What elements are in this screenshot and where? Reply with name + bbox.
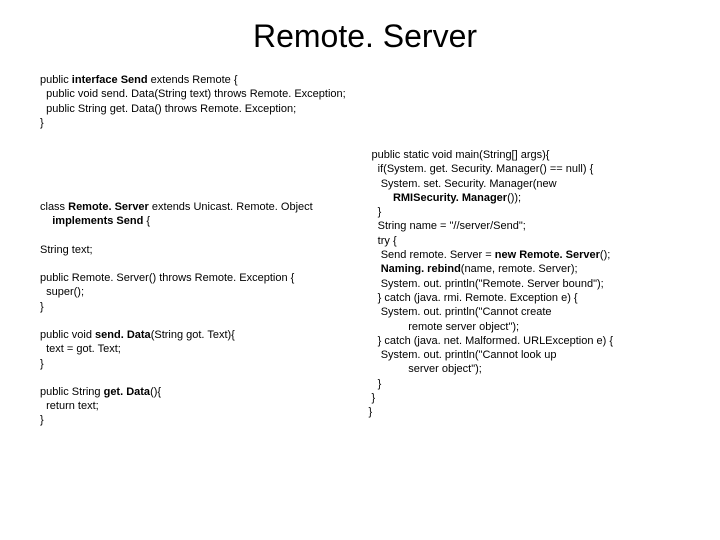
code-text: text = got. Text; [40, 343, 121, 355]
code-text: System. out. println("Cannot look up [369, 349, 557, 361]
slide-title: Remote. Server [40, 18, 690, 55]
code-text: public void [40, 329, 95, 341]
code-text: Remote. Server [68, 201, 149, 213]
code-text: public String get. Data() throws Remote.… [40, 103, 296, 115]
class-decl-block: class Remote. Server extends Unicast. Re… [40, 200, 362, 229]
code-text: extends Remote { [148, 74, 238, 86]
code-text: } catch (java. net. Malformed. URLExcept… [369, 335, 614, 347]
code-text: (){ [150, 386, 161, 398]
code-text: } [369, 392, 376, 404]
code-text: implements Send [52, 215, 143, 227]
code-text: System. out. println("Cannot create [369, 306, 552, 318]
field-block: String text; [40, 243, 362, 257]
code-text: super(); [40, 286, 84, 298]
main-block: public static void main(String[] args){ … [369, 148, 691, 420]
code-text: public Remote. Server() throws Remote. E… [40, 272, 294, 284]
code-text [40, 215, 52, 227]
code-text: } [369, 206, 382, 218]
ctor-block: public Remote. Server() throws Remote. E… [40, 271, 362, 314]
code-text: class [40, 201, 68, 213]
code-text: return text; [40, 400, 99, 412]
code-text: } catch (java. rmi. Remote. Exception e)… [369, 292, 578, 304]
code-text: } [40, 414, 44, 426]
code-text: if(System. get. Security. Manager() == n… [369, 163, 594, 175]
code-text: Naming. rebind [381, 263, 461, 275]
code-text: (String got. Text){ [151, 329, 235, 341]
code-text: Send remote. Server = [369, 249, 495, 261]
code-text: } [40, 358, 44, 370]
interface-block: public interface Send extends Remote { p… [40, 73, 362, 130]
code-text: public [40, 74, 72, 86]
code-text [369, 192, 393, 204]
code-text: } [40, 117, 44, 129]
code-text: RMISecurity. Manager [393, 192, 507, 204]
code-text: get. Data [104, 386, 150, 398]
code-text: } [40, 301, 44, 313]
code-text: send. Data [95, 329, 151, 341]
code-text: try { [369, 235, 397, 247]
code-text: ()); [507, 192, 521, 204]
code-text: { [143, 215, 150, 227]
content: public interface Send extends Remote { p… [40, 73, 690, 428]
code-text: } [369, 378, 382, 390]
code-text: new Remote. Server [495, 249, 600, 261]
senddata-block: public void send. Data(String got. Text)… [40, 328, 362, 371]
code-text: remote server object"); [369, 321, 520, 333]
code-text: } [369, 406, 373, 418]
code-text: (name, remote. Server); [461, 263, 578, 275]
code-text: System. set. Security. Manager(new [369, 178, 557, 190]
code-text: System. out. println("Remote. Server bou… [369, 278, 604, 290]
code-text: (); [600, 249, 610, 261]
code-text: public static void main(String[] args){ [369, 149, 550, 161]
code-text: extends Unicast. Remote. Object [149, 201, 313, 213]
code-text: String text; [40, 244, 93, 256]
code-text: String name = "//server/Send"; [369, 220, 526, 232]
code-text: interface Send [72, 74, 148, 86]
right-column: public static void main(String[] args){ … [367, 73, 691, 428]
left-column: public interface Send extends Remote { p… [40, 73, 367, 428]
code-text: public void send. Data(String text) thro… [40, 88, 346, 100]
getdata-block: public String get. Data(){ return text; … [40, 385, 362, 428]
code-text [369, 263, 381, 275]
code-text: server object"); [369, 363, 482, 375]
code-text: public String [40, 386, 104, 398]
